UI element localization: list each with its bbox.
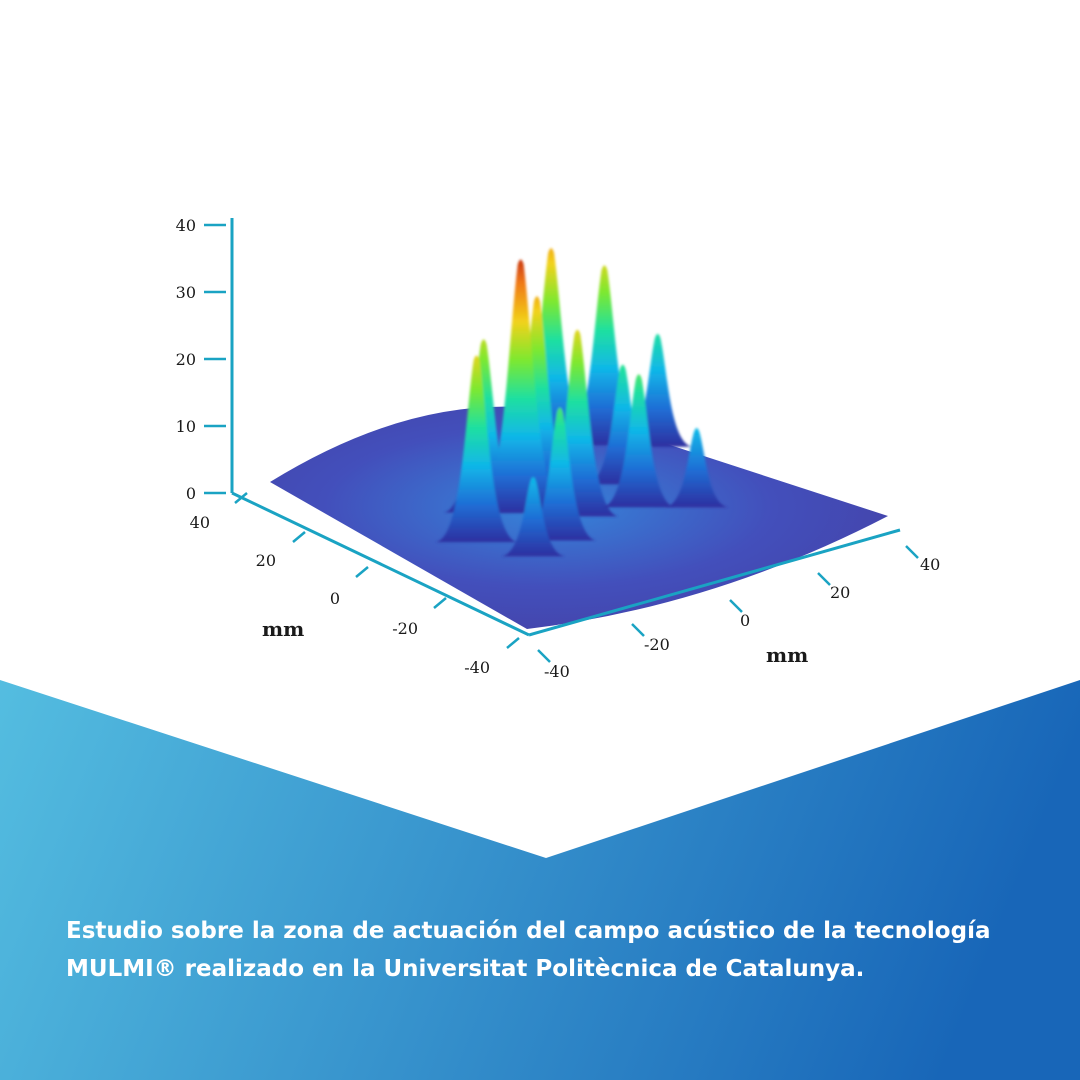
surface-peak — [494, 296, 580, 503]
y-axis-tick — [433, 597, 447, 609]
x-tick-label: -20 — [644, 635, 670, 654]
x-tick-label: -40 — [544, 662, 570, 681]
surface-peak — [536, 329, 619, 517]
x-axis-tick — [729, 599, 743, 613]
x-tick-label: 40 — [920, 555, 940, 574]
caption: Estudio sobre la zona de actuación del c… — [66, 912, 1026, 988]
y-tick-label: 0 — [330, 589, 340, 608]
surface-peak — [435, 355, 518, 543]
axes-group — [204, 218, 919, 663]
z-tick-label: 0 — [186, 484, 196, 503]
x-axis-unit-label: mm — [262, 617, 304, 641]
surface-peak — [622, 333, 693, 447]
x-axis-tick — [817, 572, 831, 586]
y-tick-label: 40 — [190, 513, 210, 532]
x-tick-label: 20 — [830, 583, 850, 602]
surface-peak — [563, 265, 646, 446]
z-tick-label: 30 — [176, 283, 196, 302]
x-axis-tick — [537, 649, 551, 663]
surface-peaks-group — [435, 248, 729, 557]
x-axis-tick — [905, 545, 919, 559]
z-tick-label: 10 — [176, 417, 196, 436]
caption-line-2: MULMI® realizado en la Universitat Polit… — [66, 956, 865, 982]
y-axis-tick — [355, 566, 369, 578]
y-axis-tick — [506, 637, 520, 649]
x-tick-label: 0 — [740, 611, 750, 630]
background-gradient-band — [0, 680, 1080, 1080]
surface-peak — [602, 374, 676, 508]
caption-line-1: Estudio sobre la zona de actuación del c… — [66, 918, 991, 944]
surface-peak — [473, 259, 568, 514]
surface-peak — [523, 407, 597, 541]
y-axis-tick — [234, 492, 248, 504]
z-tick-label: 40 — [176, 216, 196, 235]
z-tick-label: 20 — [176, 350, 196, 369]
y-tick-label: -40 — [464, 658, 490, 677]
y-axis-unit-label: mm — [766, 643, 808, 667]
y-axis-tick — [292, 531, 306, 543]
surface-peak — [664, 427, 729, 508]
x-axis-tick — [631, 623, 645, 637]
x-axis-line — [528, 528, 901, 637]
y-tick-label: -20 — [392, 619, 418, 638]
y-tick-label: 20 — [256, 551, 276, 570]
surface-peak — [508, 248, 595, 455]
y-axis-line — [231, 491, 530, 637]
surface-peak — [500, 476, 566, 557]
tick-labels-group: 0 10 20 30 40 -40 -20 0 20 40 -40 -20 0 20 40 — [176, 216, 941, 681]
surface-peak — [587, 364, 659, 485]
